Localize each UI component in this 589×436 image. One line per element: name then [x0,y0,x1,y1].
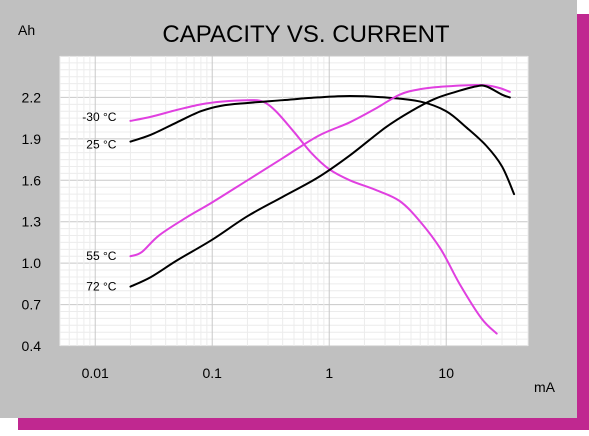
x-tick-label: 0.01 [82,365,109,381]
x-tick-label: 1 [325,365,333,381]
x-axis-label: mA [534,379,556,395]
y-tick-label: 2.2 [22,89,42,105]
chart-title: CAPACITY VS. CURRENT [162,21,449,48]
series-label: 25 °C [86,138,116,152]
x-tick-label: 0.1 [202,365,222,381]
x-tick-label: 10 [438,365,454,381]
series-labels: -30 °C 25 °C 55 °C 72 °C [82,110,116,294]
y-tick-label: 0.4 [22,338,42,354]
series-line-1 [129,95,516,196]
shadow-right [575,14,589,430]
series-line-0 [129,99,498,335]
grid [59,55,529,347]
series-label: 55 °C [86,249,116,263]
series-line-2 [129,83,511,258]
series-line-3 [129,84,511,288]
y-tick-label: 1.9 [22,131,42,147]
y-tick-label: 0.7 [22,297,42,313]
series-label: -30 °C [82,110,116,124]
shadow-bottom [18,416,589,430]
y-tick-label: 1.3 [22,214,42,230]
y-tick-label: 1.6 [22,172,42,188]
series-label: 72 °C [86,280,116,294]
series-lines [129,83,516,335]
y-tick-labels: 0.4 0.7 1.0 1.3 1.6 1.9 2.2 [22,89,42,354]
y-axis-label: Ah [18,22,35,38]
x-tick-labels: 0.01 0.1 1 10 [82,365,455,381]
y-tick-label: 1.0 [22,255,42,271]
